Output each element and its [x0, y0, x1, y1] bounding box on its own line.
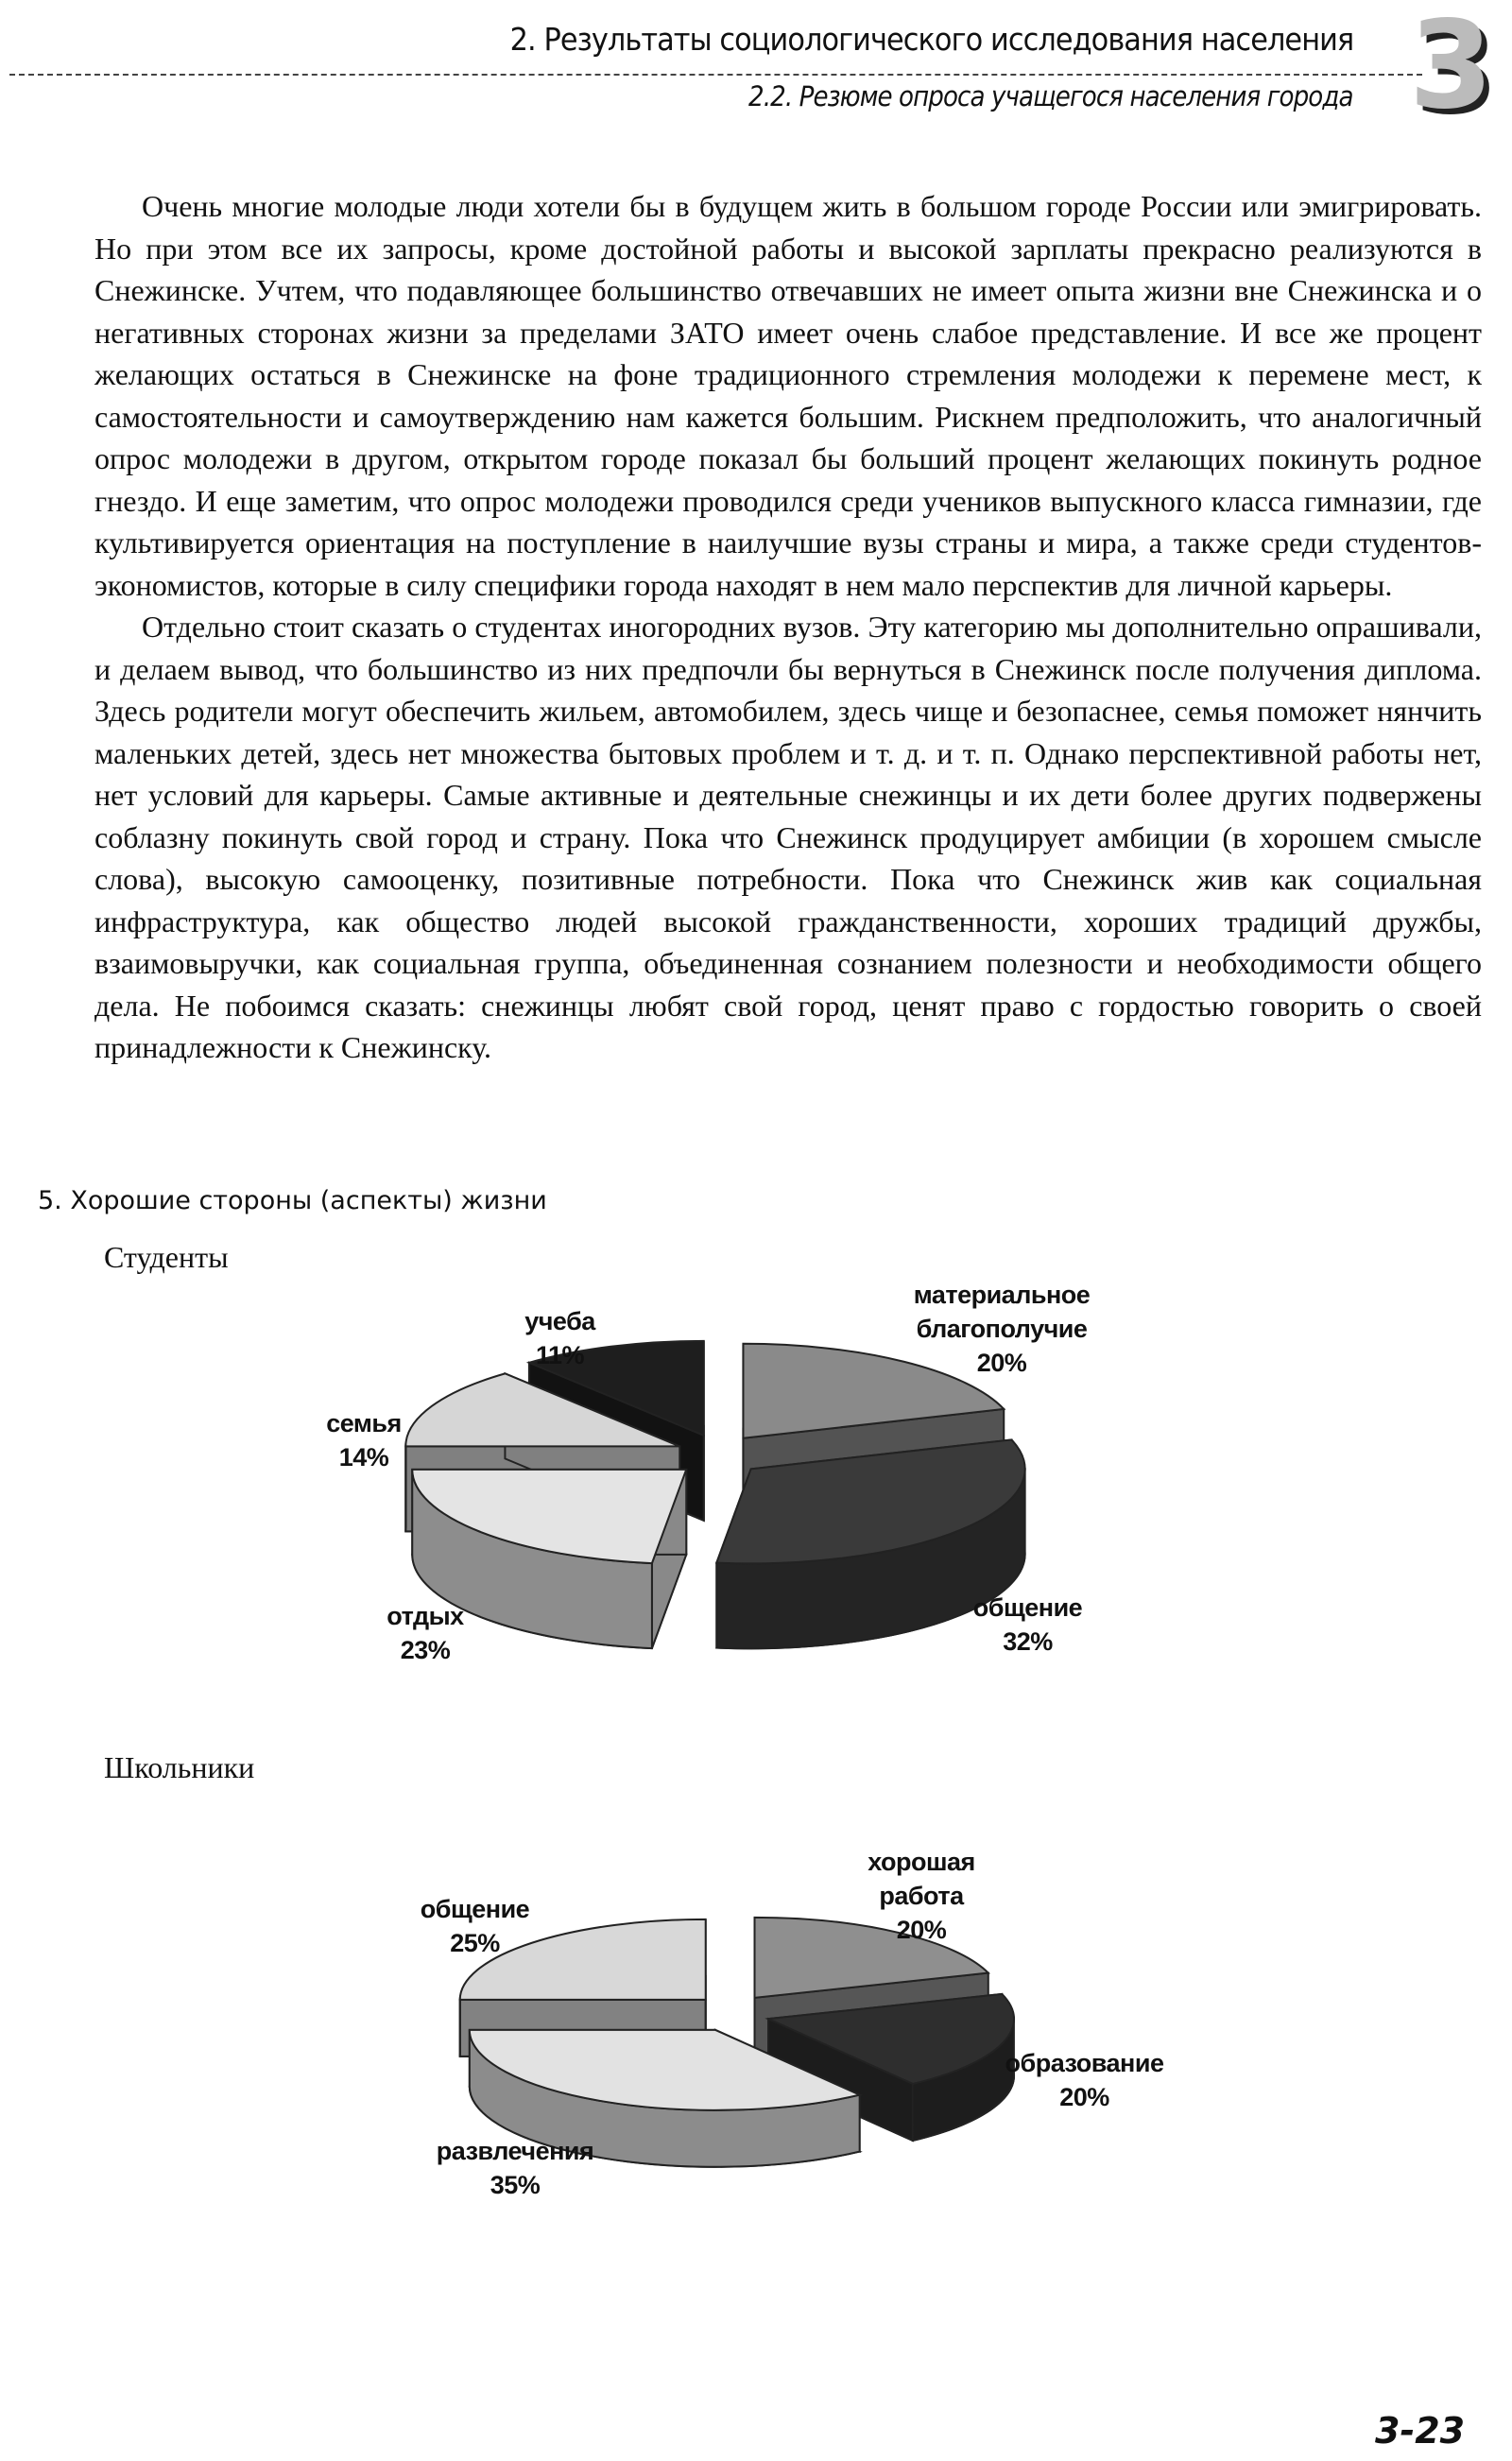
pie-slice-top [742, 1342, 1006, 1439]
paragraph: Очень многие молодые люди хотели бы в бу… [94, 189, 1482, 602]
label-rest: отдых 23% [387, 1602, 464, 1664]
pie-slice-top [458, 1918, 707, 2001]
pie-chart-schoolchildren [458, 1916, 1016, 2168]
pie-slice-3 [468, 2028, 863, 2168]
label-family: семья 14% [326, 1409, 402, 1471]
label-wellbeing: материальное благополучие 20% [913, 1281, 1091, 1377]
pie-slice-top [765, 1992, 1016, 2086]
pie-slice-top [525, 1339, 705, 1437]
label-study: учеба 11% [524, 1307, 595, 1369]
label-education: образование 20% [1005, 2049, 1164, 2111]
label-entertainment: развлечения 35% [436, 2137, 594, 2199]
paragraph: Отдельно стоит сказать о студентах иного… [94, 610, 1482, 1064]
pie-slice-top [411, 1468, 688, 1565]
body-text: Очень многие молодые люди хотели бы в бу… [94, 185, 1482, 1069]
chapter-number-logo: 3 [1408, 0, 1494, 136]
figure-caption: 5. Хорошие стороны (аспекты) жизни [38, 1186, 547, 1215]
pie-slice-top [404, 1372, 680, 1448]
pie-slice-top [714, 1438, 1026, 1565]
chart-title-students: Студенты [104, 1240, 229, 1274]
chapter-header: 2. Результаты социологического исследова… [509, 21, 1354, 58]
label-good-job: хорошая работа 20% [868, 1848, 975, 1944]
header-divider [9, 74, 1422, 76]
chart-title-schoolchildren: Школьники [104, 1750, 255, 1784]
pie-slice-top [468, 2028, 863, 2111]
pie-slice-2 [765, 1992, 1016, 2143]
pie-slice-2 [714, 1438, 1026, 1650]
label-communication: общение 32% [972, 1593, 1083, 1656]
page-number: 3-23 [1375, 2410, 1466, 2452]
pie-slice-top [753, 1916, 990, 1999]
label-communication-2: общение 25% [420, 1895, 530, 1957]
pie-slice-3 [411, 1468, 688, 1650]
section-header: 2.2. Резюме опроса учащегося населения г… [748, 80, 1353, 112]
pie-chart-students [404, 1339, 1026, 1650]
